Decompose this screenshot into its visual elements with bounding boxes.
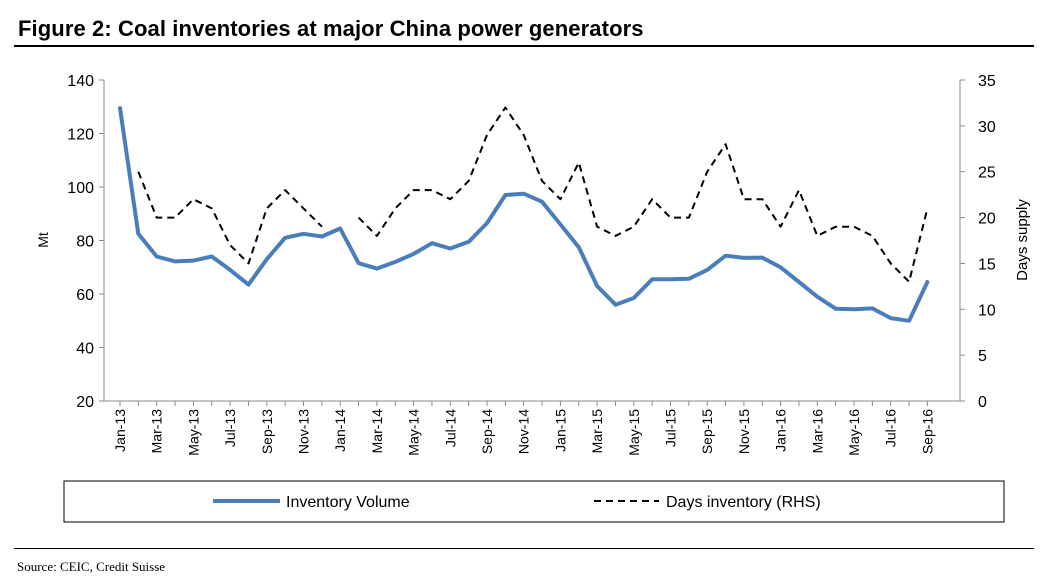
x-tick-label: Mar-14 [369, 409, 385, 454]
x-tick-label: Jul-14 [442, 409, 458, 447]
left-tick-label: 100 [67, 180, 94, 197]
x-tick-label: Nov-14 [516, 409, 532, 454]
left-tick-label: 40 [76, 341, 94, 358]
x-tick-label: Jan-16 [773, 409, 789, 452]
x-tick-label: Nov-13 [296, 409, 312, 454]
x-tick-label: Jul-15 [663, 409, 679, 447]
title-divider [14, 45, 1034, 47]
x-tick-label: Nov-15 [736, 409, 752, 454]
x-tick-label: May-16 [846, 409, 862, 456]
x-tick-label: Mar-13 [149, 409, 165, 454]
right-tick-label: 25 [978, 165, 996, 182]
left-tick-label: 140 [67, 73, 94, 90]
x-tick-label: Jan-15 [552, 409, 568, 452]
legend-label-inventory-volume: Inventory Volume [286, 494, 410, 511]
x-tick-label: Mar-16 [809, 409, 825, 454]
left-tick-label: 120 [67, 127, 94, 144]
left-axis-label: Mt [35, 232, 51, 248]
left-tick-label: 60 [76, 287, 94, 304]
left-tick-label: 80 [76, 234, 94, 251]
x-tick-label: May-14 [406, 409, 422, 456]
x-tick-label: Jul-13 [222, 409, 238, 447]
x-tick-label: Jul-16 [883, 409, 899, 447]
series-line-days-inventory-rhs [357, 106, 929, 283]
legend-box [63, 480, 1005, 523]
legend: Inventory Volume Days inventory (RHS) [63, 480, 1005, 523]
x-tick-label: Jan-13 [112, 409, 128, 452]
right-tick-label: 35 [978, 73, 996, 90]
x-axis-ticks: Jan-13 Mar-13 May-13 Jul-13 Sep-13 Nov-13 Jan-… [112, 401, 935, 456]
series-line-days-inventory-rhs [137, 171, 323, 265]
x-tick-label: Jan-14 [332, 409, 348, 452]
figure-title: Figure 2: Coal inventories at major Chin… [18, 16, 644, 41]
chart-axes [103, 80, 961, 402]
footer-divider [14, 548, 1034, 549]
right-axis-ticks: 0 5 10 15 20 25 30 35 [960, 73, 996, 411]
left-axis-ticks: 20 40 60 80 100 120 140 [67, 73, 104, 411]
right-tick-label: 10 [978, 302, 996, 319]
x-tick-label: May-13 [185, 409, 201, 456]
x-tick-label: May-15 [626, 409, 642, 456]
coal-inventory-chart: 20 40 60 80 100 120 140 0 5 10 15 20 25 30 35 Jan-13 M… [35, 73, 1031, 523]
x-tick-label: Mar-15 [589, 409, 605, 454]
series-line-inventory-volume [118, 106, 930, 323]
right-tick-label: 15 [978, 256, 996, 273]
legend-label-days-inventory: Days inventory (RHS) [666, 494, 821, 511]
left-tick-label: 20 [76, 394, 94, 411]
x-tick-label: Sep-16 [919, 409, 935, 454]
right-tick-label: 5 [978, 348, 987, 365]
right-axis-label: Days supply [1014, 199, 1031, 281]
source-note: Source: CEIC, Credit Suisse [17, 559, 166, 574]
x-tick-label: Sep-15 [699, 409, 715, 454]
plot-area [118, 106, 930, 323]
right-tick-label: 20 [978, 211, 996, 228]
right-tick-label: 30 [978, 119, 996, 136]
right-tick-label: 0 [978, 394, 987, 411]
x-tick-label: Sep-14 [479, 409, 495, 454]
x-tick-label: Sep-13 [259, 409, 275, 454]
